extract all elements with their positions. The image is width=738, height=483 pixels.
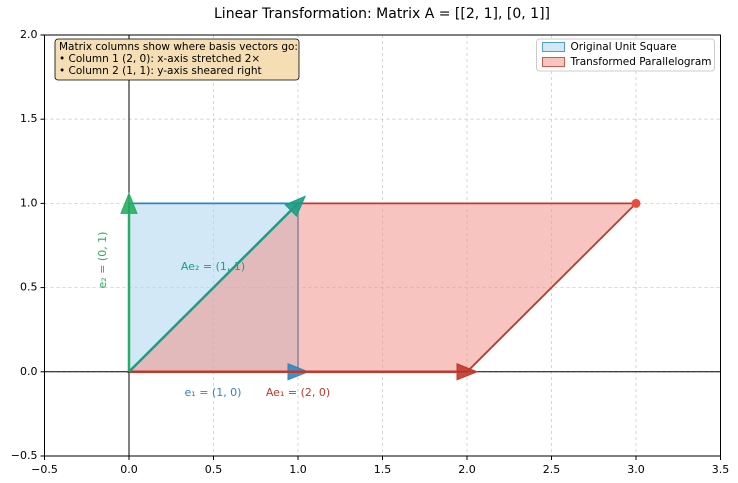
vector — [120, 192, 138, 372]
y-tick-label: 2.0 — [20, 28, 38, 41]
legend-swatch — [542, 57, 565, 67]
x-tick-label: 3.5 — [712, 463, 730, 476]
x-tick-label: 2.5 — [543, 463, 561, 476]
vector-shaft — [128, 209, 292, 373]
annotation-line: Matrix columns show where basis vectors … — [59, 41, 298, 53]
vector-label: e₁ = (1, 0) — [185, 386, 242, 399]
vector-head — [284, 195, 307, 218]
y-tick-label: 0.0 — [20, 365, 38, 378]
legend-swatch — [542, 42, 565, 52]
annotation-line: • Column 1 (2, 0): x-axis stretched 2× — [59, 53, 260, 65]
plot-frame — [44, 34, 721, 457]
x-tick-label: −0.5 — [31, 463, 58, 476]
vector-head — [120, 192, 138, 214]
legend-box — [536, 38, 715, 72]
annotation-box — [54, 38, 300, 81]
vector-label: e₂ = (0, 1) — [96, 232, 109, 289]
x-tick-label: 3.0 — [627, 463, 645, 476]
x-tick-label: 1.5 — [374, 463, 392, 476]
x-tick-label: 1.0 — [289, 463, 307, 476]
x-tick-label: 0.5 — [205, 463, 223, 476]
y-tick-label: 1.5 — [20, 112, 38, 125]
legend-label: Original Unit Square — [571, 41, 677, 53]
vector-head — [456, 363, 479, 381]
legend-label: Transformed Parallelogram — [570, 56, 712, 68]
y-tick-label: 1.0 — [20, 196, 38, 209]
y-tick-label: −0.5 — [11, 449, 38, 462]
point — [631, 198, 641, 208]
x-tick-label: 2.0 — [458, 463, 476, 476]
vector-label: Ae₂ = (1, 1) — [181, 260, 245, 273]
chart-title: Linear Transformation: Matrix A = [[2, 1… — [214, 6, 550, 22]
vector — [128, 195, 307, 373]
vector-label: Ae₁ = (2, 0) — [266, 386, 330, 399]
vector — [129, 363, 479, 381]
y-tick-label: 0.5 — [20, 281, 38, 294]
annotation-line: • Column 2 (1, 1): y-axis sheared right — [59, 65, 262, 77]
x-tick-label: 0.0 — [120, 463, 138, 476]
